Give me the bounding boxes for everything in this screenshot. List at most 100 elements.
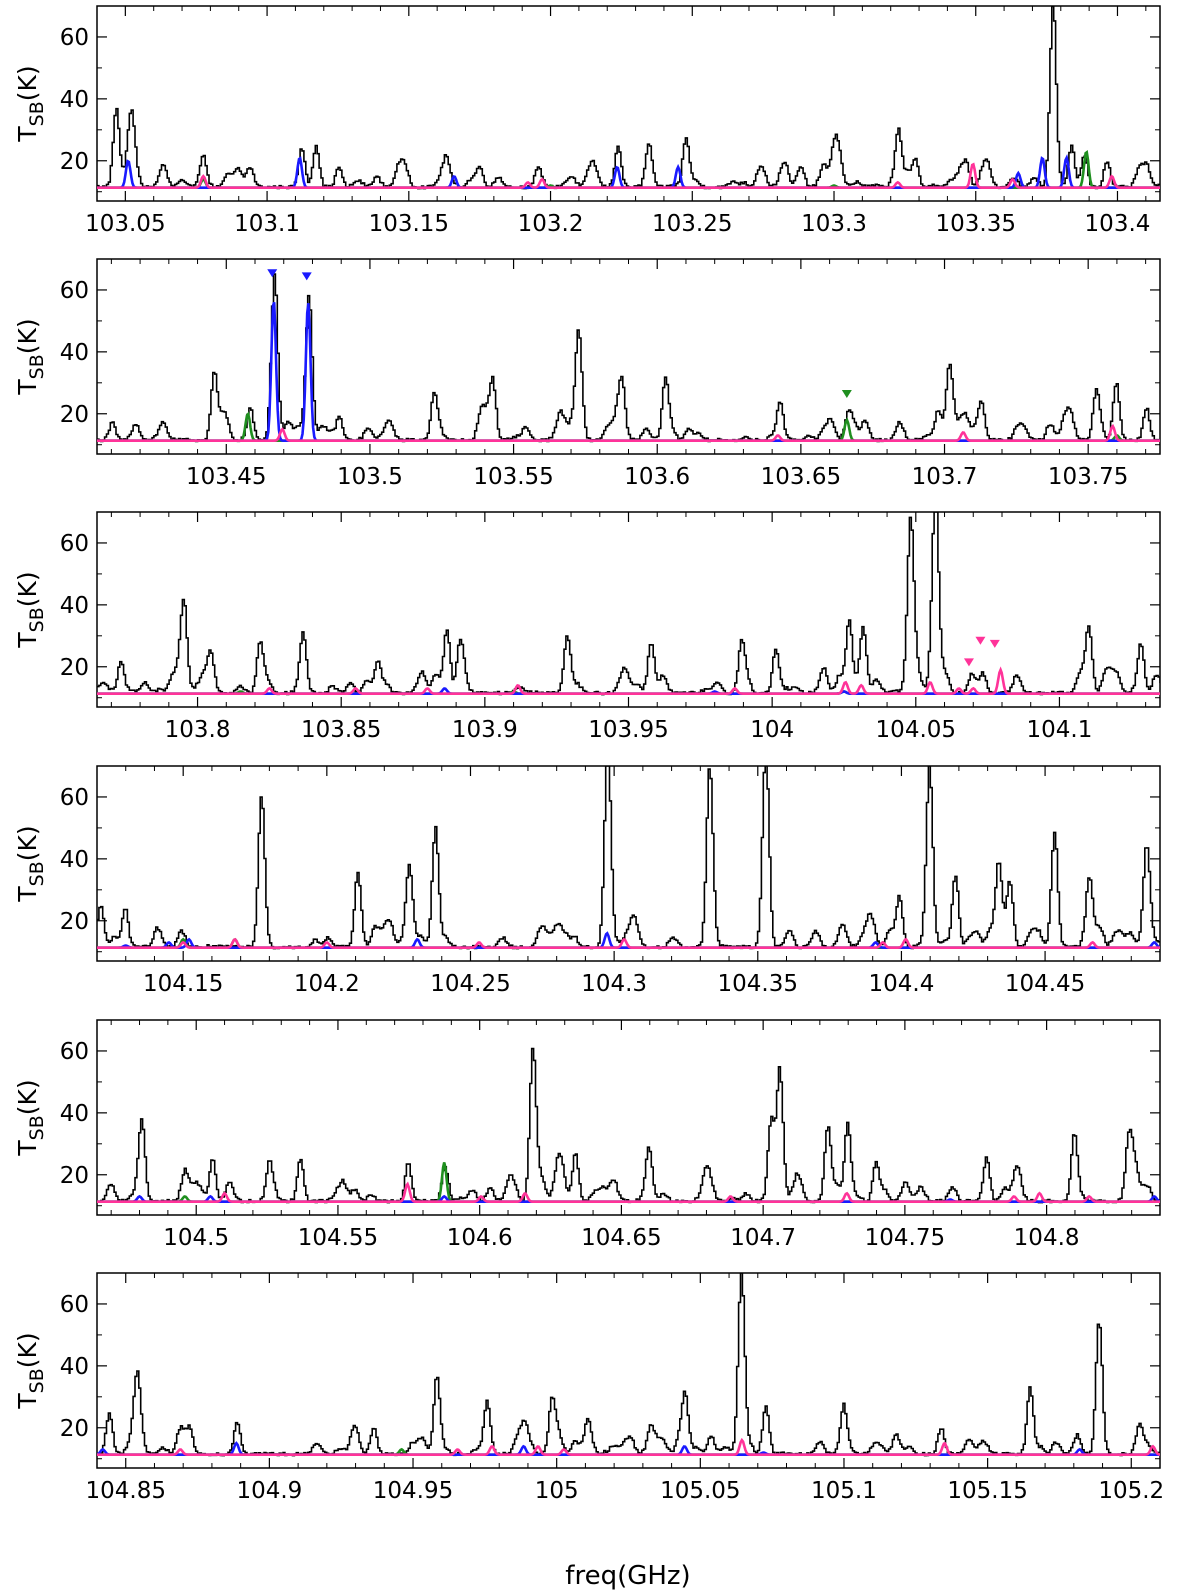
plot-area (97, 273, 1160, 443)
y-tick-label: 20 (60, 402, 89, 428)
x-tick-label: 103.85 (301, 717, 381, 743)
y-label-unit: (K) (13, 65, 42, 101)
observed-spectrum (97, 766, 1160, 950)
x-tick-label: 103.95 (588, 717, 668, 743)
x-tick-label: 103.1 (234, 211, 300, 237)
model-spectrum-pink (97, 666, 1160, 695)
y-label-sub: SB (26, 607, 48, 632)
spectrum-panel-2: 20 40 60 103.45 103.5 103.55 103.6 103.65 103.7 1… (13, 258, 1161, 490)
x-tick-label: 104.15 (143, 971, 223, 997)
x-tick-label: 104.25 (430, 971, 510, 997)
y-tick-label: 40 (60, 340, 89, 366)
y-tick-label: 60 (60, 278, 89, 304)
y-label-sub: SB (26, 1368, 48, 1393)
x-tick-label: 105.1 (811, 1478, 877, 1504)
y-tick-label: 20 (60, 1163, 89, 1189)
x-tick-label: 103.7 (912, 464, 978, 490)
x-tick-label: 103.3 (801, 211, 867, 237)
y-tick-label: 40 (60, 87, 89, 113)
y-tick-label: 60 (60, 25, 89, 51)
x-tick-label: 103.4 (1085, 211, 1151, 237)
x-tick-label: 103.2 (518, 211, 584, 237)
y-label-unit: (K) (13, 318, 42, 354)
model-spectrum-pink (97, 423, 1160, 442)
x-tick-label: 104.65 (581, 1225, 661, 1251)
y-axis-label: TSB(K) (13, 65, 48, 142)
model-spectrum-pink (97, 1437, 1160, 1456)
axes-frame (96, 5, 1161, 202)
x-tick-label: 104.95 (373, 1478, 453, 1504)
x-tick-label: 104.2 (294, 971, 360, 997)
y-tick-label: 40 (60, 1101, 89, 1127)
x-tick-label: 104.6 (447, 1225, 513, 1251)
x-tick-label: 103.5 (337, 464, 403, 490)
y-axis-label: TSB(K) (13, 825, 48, 902)
line-marker (267, 269, 278, 278)
plot-area (97, 6, 1160, 190)
y-label-sub: SB (26, 1115, 48, 1140)
plot-area (97, 1047, 1160, 1204)
y-tick-label: 60 (60, 1292, 89, 1318)
model-spectrum-pink (97, 162, 1160, 189)
x-tick-label: 105 (535, 1478, 579, 1504)
x-tick-label: 103.45 (186, 464, 266, 490)
y-label-main: T (13, 886, 42, 903)
y-label-unit: (K) (13, 1079, 42, 1115)
plot-area (97, 512, 1160, 696)
y-axis-label: TSB(K) (13, 1332, 48, 1409)
x-tick-label: 104.3 (581, 971, 647, 997)
x-tick-label: 103.35 (936, 211, 1016, 237)
axes-frame (96, 765, 1161, 962)
plot-area (97, 1273, 1160, 1457)
axes-frame (96, 258, 1161, 455)
model-spectrum-pink (97, 1181, 1160, 1203)
line-marker (975, 636, 986, 645)
x-tick-label: 103.6 (624, 464, 690, 490)
x-tick-label: 104.8 (1014, 1225, 1080, 1251)
y-label-main: T (13, 379, 42, 396)
observed-spectrum (97, 1047, 1160, 1204)
y-label-main: T (13, 1393, 42, 1410)
plot-area (97, 766, 1160, 950)
y-tick-label: 60 (60, 531, 89, 557)
model-spectrum-pink (97, 937, 1160, 949)
x-tick-label: 103.75 (1048, 464, 1128, 490)
x-tick-label: 103.8 (165, 717, 231, 743)
y-axis-label: TSB(K) (13, 318, 48, 395)
y-tick-label: 20 (60, 655, 89, 681)
line-marker (841, 389, 852, 398)
spectrum-panel-5: 20 40 60 104.5 104.55 104.6 104.65 104.7 104.75 1… (13, 1019, 1161, 1251)
y-label-sub: SB (26, 354, 48, 379)
observed-spectrum (97, 273, 1160, 443)
x-tick-label: 104 (750, 717, 794, 743)
y-tick-label: 60 (60, 785, 89, 811)
x-tick-label: 103.65 (761, 464, 841, 490)
spectrum-panel-4: 20 40 60 104.15 104.2 104.25 104.3 104.35 104.4 1… (13, 765, 1161, 997)
x-tick-label: 103.15 (369, 211, 449, 237)
y-label-unit: (K) (13, 571, 42, 607)
x-tick-label: 104.55 (298, 1225, 378, 1251)
y-tick-label: 60 (60, 1039, 89, 1065)
x-tick-label: 105.15 (947, 1478, 1027, 1504)
x-tick-label: 104.75 (865, 1225, 945, 1251)
spectrum-panel-1: 20 40 60 103.05 103.1 103.15 103.2 103.25 103.3 1… (13, 5, 1161, 237)
y-label-unit: (K) (13, 1332, 42, 1368)
spectrum-panel-6: 20 40 60 104.85 104.9 104.95 105 105.05 105.1 105… (13, 1272, 1164, 1504)
y-tick-label: 40 (60, 847, 89, 873)
x-tick-label: 105.05 (660, 1478, 740, 1504)
x-tick-label: 104.9 (236, 1478, 302, 1504)
x-tick-label: 103.05 (85, 211, 165, 237)
observed-spectrum (97, 1273, 1160, 1457)
y-tick-label: 20 (60, 149, 89, 175)
y-label-main: T (13, 632, 42, 649)
y-tick-label: 20 (60, 1416, 89, 1442)
axes-frame (96, 1272, 1161, 1469)
y-tick-label: 40 (60, 1354, 89, 1380)
y-tick-label: 20 (60, 909, 89, 935)
spectrum-panel-3: 20 40 60 103.8 103.85 103.9 103.95 104 104.05 104… (13, 511, 1161, 743)
y-label-main: T (13, 1140, 42, 1157)
line-marker (963, 658, 974, 667)
x-tick-label: 104.5 (163, 1225, 229, 1251)
x-tick-label: 104.35 (718, 971, 798, 997)
y-axis-label: TSB(K) (13, 571, 48, 648)
